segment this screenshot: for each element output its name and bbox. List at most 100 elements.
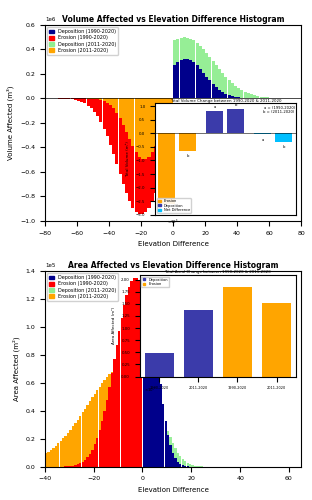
- Bar: [167, 98, 170, 118]
- Bar: [145, 274, 147, 467]
- Bar: [179, 38, 183, 98]
- Bar: [192, 62, 195, 98]
- Bar: [164, 421, 167, 467]
- Bar: [122, 98, 125, 124]
- Bar: [224, 77, 227, 98]
- Bar: [224, 94, 227, 98]
- Y-axis label: Area Affected (m²): Area Affected (m²): [12, 336, 20, 401]
- Bar: [144, 98, 147, 160]
- Bar: [80, 98, 83, 102]
- Bar: [104, 380, 106, 467]
- Bar: [86, 405, 89, 467]
- Bar: [130, 281, 133, 467]
- X-axis label: Elevation Difference: Elevation Difference: [138, 487, 208, 493]
- Bar: [173, 66, 176, 98]
- Bar: [199, 69, 202, 98]
- Bar: [231, 96, 234, 98]
- X-axis label: Elevation Difference: Elevation Difference: [138, 241, 208, 247]
- Bar: [150, 382, 152, 467]
- Bar: [244, 92, 246, 98]
- Bar: [260, 96, 263, 98]
- Bar: [106, 377, 108, 467]
- Bar: [103, 98, 106, 128]
- Bar: [160, 408, 162, 467]
- Bar: [133, 362, 135, 467]
- Bar: [189, 38, 192, 98]
- Bar: [115, 98, 119, 164]
- Bar: [151, 98, 154, 201]
- Bar: [60, 441, 62, 467]
- Bar: [160, 98, 163, 174]
- Bar: [151, 98, 154, 152]
- Bar: [164, 423, 167, 467]
- Bar: [72, 466, 74, 467]
- Bar: [187, 463, 189, 467]
- Bar: [96, 98, 99, 116]
- Bar: [108, 374, 111, 467]
- Bar: [160, 98, 163, 132]
- Bar: [208, 57, 212, 98]
- Bar: [128, 362, 130, 467]
- Bar: [157, 362, 159, 467]
- Legend: Deposition (1990-2020), Erosion (1990-2020), Deposition (2011-2020), Erosion (20: Deposition (1990-2020), Erosion (1990-20…: [47, 28, 118, 55]
- Bar: [148, 98, 150, 157]
- Bar: [186, 60, 189, 98]
- Bar: [113, 360, 115, 467]
- Bar: [135, 278, 138, 467]
- Bar: [162, 404, 164, 467]
- Bar: [202, 50, 205, 98]
- Bar: [120, 318, 123, 467]
- Bar: [227, 80, 231, 98]
- Bar: [179, 60, 183, 98]
- Bar: [157, 98, 160, 184]
- Bar: [100, 98, 102, 100]
- Bar: [212, 84, 215, 98]
- Bar: [99, 386, 101, 467]
- Bar: [116, 367, 118, 467]
- Bar: [52, 448, 55, 467]
- Bar: [148, 98, 150, 208]
- Bar: [123, 363, 125, 467]
- Bar: [184, 466, 186, 467]
- Bar: [177, 452, 179, 467]
- Bar: [250, 94, 253, 98]
- Bar: [176, 38, 179, 98]
- Bar: [221, 92, 224, 98]
- Bar: [189, 60, 192, 98]
- Bar: [96, 438, 99, 467]
- Bar: [167, 435, 169, 467]
- Bar: [86, 457, 89, 467]
- Bar: [199, 46, 202, 98]
- Bar: [174, 448, 177, 467]
- Bar: [157, 400, 159, 467]
- Bar: [90, 98, 93, 108]
- Bar: [67, 432, 69, 467]
- Bar: [84, 408, 86, 467]
- Bar: [69, 466, 72, 467]
- Bar: [138, 364, 140, 467]
- Bar: [205, 76, 208, 98]
- Bar: [218, 90, 221, 98]
- Bar: [138, 281, 140, 467]
- Bar: [196, 43, 198, 98]
- Bar: [172, 453, 174, 467]
- Bar: [183, 37, 186, 98]
- Bar: [115, 98, 119, 113]
- Bar: [179, 464, 182, 467]
- Bar: [77, 464, 79, 467]
- Bar: [177, 462, 179, 467]
- Bar: [120, 364, 123, 467]
- Bar: [93, 98, 96, 99]
- Bar: [172, 443, 174, 467]
- Bar: [155, 393, 157, 467]
- Bar: [133, 278, 135, 467]
- Bar: [169, 437, 172, 467]
- Bar: [182, 459, 184, 467]
- Bar: [101, 422, 103, 467]
- Bar: [189, 464, 191, 467]
- Bar: [89, 454, 91, 467]
- Bar: [234, 86, 237, 99]
- Bar: [45, 454, 47, 467]
- Bar: [62, 438, 64, 467]
- Bar: [170, 98, 173, 144]
